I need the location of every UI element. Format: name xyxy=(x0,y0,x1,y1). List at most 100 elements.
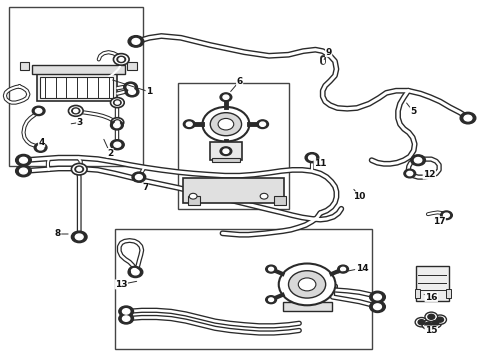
Circle shape xyxy=(113,100,121,105)
Circle shape xyxy=(122,309,130,314)
Circle shape xyxy=(128,267,142,278)
Circle shape xyxy=(256,120,268,129)
Circle shape xyxy=(71,231,87,243)
Circle shape xyxy=(75,166,83,172)
Circle shape xyxy=(135,175,142,180)
Circle shape xyxy=(220,147,231,156)
Circle shape xyxy=(16,165,31,177)
Text: 13: 13 xyxy=(115,280,127,289)
Bar xyxy=(212,158,239,162)
Text: 3: 3 xyxy=(77,118,82,127)
Circle shape xyxy=(305,153,318,163)
Circle shape xyxy=(265,296,276,304)
Circle shape xyxy=(123,82,137,92)
Bar xyxy=(37,74,117,101)
Circle shape xyxy=(421,320,434,329)
Circle shape xyxy=(406,171,412,176)
Circle shape xyxy=(132,269,139,275)
Circle shape xyxy=(128,266,140,275)
Circle shape xyxy=(75,234,83,240)
Circle shape xyxy=(110,98,124,108)
Circle shape xyxy=(114,142,121,147)
Circle shape xyxy=(68,105,83,116)
Circle shape xyxy=(436,317,443,322)
Text: 12: 12 xyxy=(422,170,435,179)
Bar xyxy=(188,196,200,205)
Circle shape xyxy=(369,301,385,312)
Circle shape xyxy=(410,155,425,166)
Text: 1: 1 xyxy=(146,87,152,96)
Circle shape xyxy=(128,36,143,47)
Circle shape xyxy=(35,109,41,113)
Bar xyxy=(32,65,124,74)
Bar xyxy=(415,266,448,301)
Circle shape xyxy=(223,95,228,99)
Bar xyxy=(178,83,288,209)
Circle shape xyxy=(268,267,273,271)
Circle shape xyxy=(16,154,31,166)
Circle shape xyxy=(132,172,145,182)
Bar xyxy=(127,62,137,70)
Bar xyxy=(273,196,285,205)
Bar xyxy=(40,77,113,98)
Circle shape xyxy=(111,118,123,127)
Circle shape xyxy=(414,158,421,163)
Circle shape xyxy=(433,315,446,324)
Circle shape xyxy=(414,318,427,327)
Circle shape xyxy=(278,264,335,305)
Circle shape xyxy=(125,87,139,97)
Circle shape xyxy=(218,118,233,130)
Circle shape xyxy=(220,93,231,102)
Circle shape xyxy=(131,269,137,273)
Circle shape xyxy=(110,121,123,130)
Circle shape xyxy=(115,101,119,104)
Circle shape xyxy=(431,321,438,326)
Bar xyxy=(210,142,241,160)
Circle shape xyxy=(186,122,192,126)
Circle shape xyxy=(110,140,124,150)
Circle shape xyxy=(340,267,345,271)
Text: 14: 14 xyxy=(355,264,367,273)
Bar xyxy=(115,229,371,349)
Circle shape xyxy=(443,213,448,217)
Circle shape xyxy=(127,85,134,90)
Circle shape xyxy=(210,113,241,136)
Text: 5: 5 xyxy=(409,107,415,116)
Circle shape xyxy=(37,145,44,150)
Bar xyxy=(9,7,143,166)
Bar xyxy=(282,302,331,311)
Circle shape xyxy=(113,123,120,128)
Text: 7: 7 xyxy=(142,183,148,192)
Circle shape xyxy=(424,322,431,327)
Text: 16: 16 xyxy=(424,292,437,302)
Bar xyxy=(414,289,419,298)
Circle shape xyxy=(223,149,228,153)
Circle shape xyxy=(132,39,140,44)
Circle shape xyxy=(77,167,81,171)
Text: 2: 2 xyxy=(107,149,113,158)
Circle shape xyxy=(417,320,424,325)
Circle shape xyxy=(72,108,80,114)
Circle shape xyxy=(34,143,47,152)
Circle shape xyxy=(369,291,385,303)
Circle shape xyxy=(337,265,348,273)
Circle shape xyxy=(308,155,315,160)
Circle shape xyxy=(373,294,381,300)
Text: 9: 9 xyxy=(325,48,331,57)
Circle shape xyxy=(265,265,276,273)
Circle shape xyxy=(113,54,129,65)
Circle shape xyxy=(115,121,119,124)
Circle shape xyxy=(114,120,121,125)
Circle shape xyxy=(73,109,78,112)
Circle shape xyxy=(428,319,441,328)
Circle shape xyxy=(463,115,471,121)
Circle shape xyxy=(288,271,325,298)
Circle shape xyxy=(119,58,123,61)
Circle shape xyxy=(373,304,381,310)
Text: 11: 11 xyxy=(313,159,326,168)
Circle shape xyxy=(183,120,195,129)
Circle shape xyxy=(119,313,133,324)
Circle shape xyxy=(119,306,133,317)
Circle shape xyxy=(20,157,27,163)
Text: 17: 17 xyxy=(432,217,445,226)
